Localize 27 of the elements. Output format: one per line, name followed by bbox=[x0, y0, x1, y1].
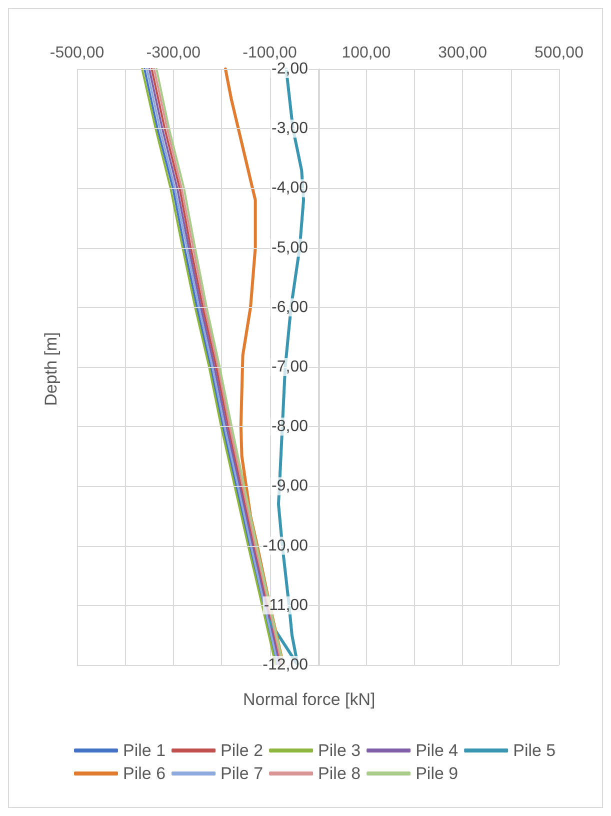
x-tick-label: 100,00 bbox=[342, 44, 391, 62]
legend-label: Pile 5 bbox=[513, 741, 556, 760]
legend-label: Pile 3 bbox=[318, 741, 361, 760]
y-tick-label: -2,00 bbox=[272, 60, 308, 78]
x-tick-label: -100,00 bbox=[242, 44, 298, 62]
y-tick-label: -4,00 bbox=[272, 180, 308, 197]
x-tick-label: 300,00 bbox=[438, 44, 488, 62]
x-axis-title: Normal force [kN] bbox=[243, 690, 376, 709]
legend-label: Pile 2 bbox=[220, 741, 264, 760]
legend-label: Pile 9 bbox=[416, 764, 458, 783]
y-tick-label: -9,00 bbox=[272, 478, 308, 495]
y-tick-label: -7,00 bbox=[272, 358, 308, 376]
y-tick-label: -12,00 bbox=[262, 656, 308, 674]
legend-label: Pile 1 bbox=[123, 741, 166, 760]
y-tick-label: -3,00 bbox=[272, 120, 308, 138]
y-axis-title: Depth [m] bbox=[42, 332, 60, 406]
legend-label: Pile 7 bbox=[220, 764, 264, 783]
legend-label: Pile 8 bbox=[318, 764, 361, 783]
x-tick-label: 500,00 bbox=[534, 44, 584, 62]
legend-label: Pile 4 bbox=[416, 741, 458, 760]
x-tick-label: -500,00 bbox=[50, 44, 104, 62]
y-tick-label: -8,00 bbox=[272, 418, 308, 436]
x-tick-label: -300,00 bbox=[146, 44, 201, 62]
y-tick-label: -11,00 bbox=[264, 596, 308, 614]
y-tick-label: -5,00 bbox=[272, 239, 308, 256]
legend-label: Pile 6 bbox=[123, 764, 166, 783]
y-tick-label: -10,00 bbox=[262, 537, 308, 554]
